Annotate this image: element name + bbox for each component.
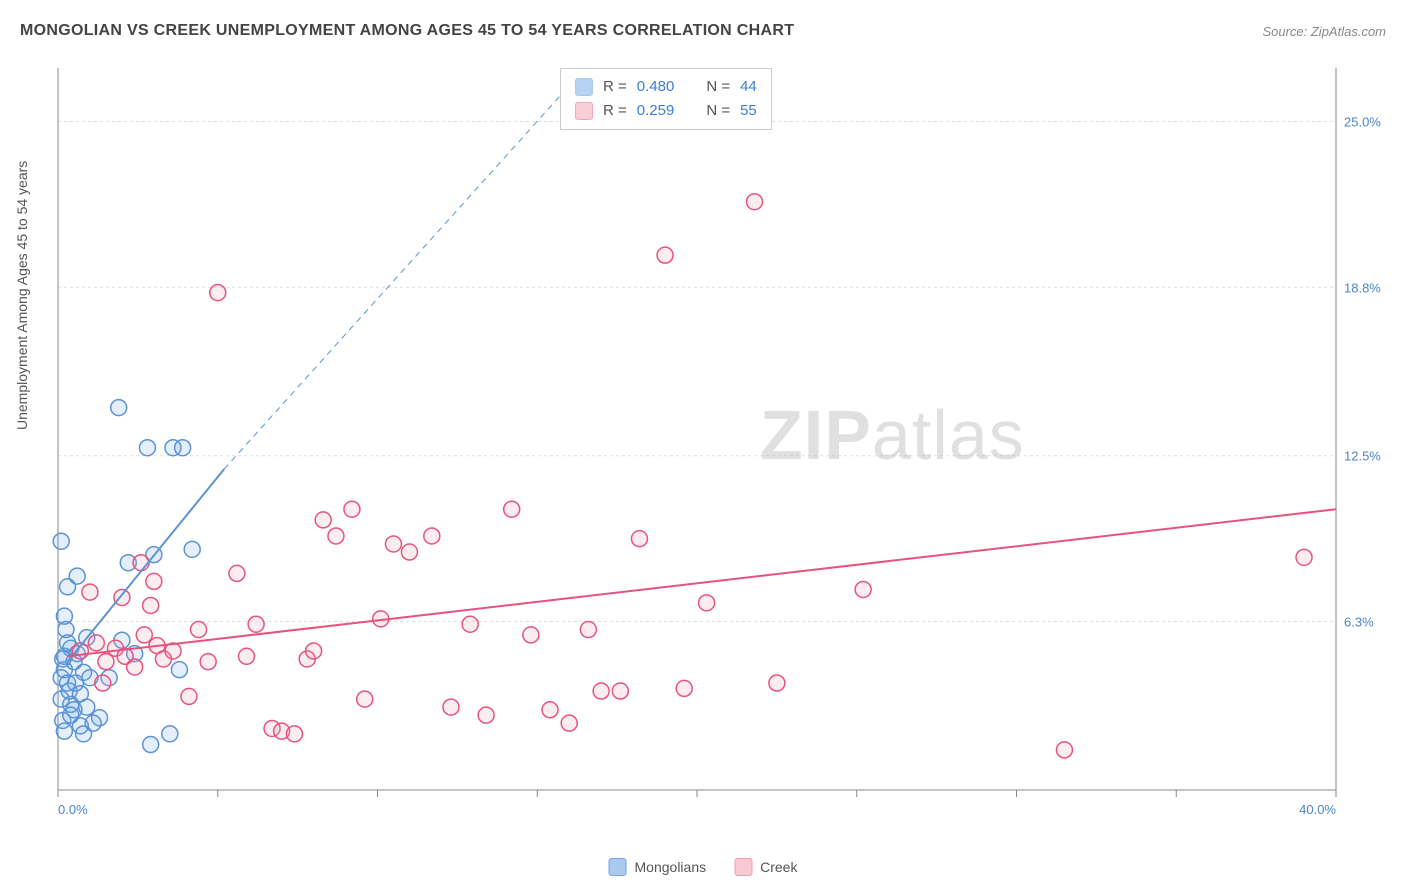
stats-row: R = 0.480 N = 44 (575, 75, 757, 99)
stats-r-value: 0.480 (637, 75, 675, 99)
y-axis-label: Unemployment Among Ages 45 to 54 years (14, 161, 30, 430)
chart-title: MONGOLIAN VS CREEK UNEMPLOYMENT AMONG AG… (20, 22, 794, 40)
svg-text:0.0%: 0.0% (58, 802, 88, 817)
source-label: Source: ZipAtlas.com (1262, 24, 1386, 39)
scatter-chart: 6.3% 12.5% 18.8% 25.0% 0.0% 40.0% (50, 60, 1386, 830)
svg-text:6.3%: 6.3% (1344, 615, 1374, 630)
legend-label: Mongolians (635, 859, 707, 875)
svg-text:40.0%: 40.0% (1299, 802, 1336, 817)
stats-n-value: 44 (740, 75, 757, 99)
svg-text:12.5%: 12.5% (1344, 449, 1381, 464)
legend-label: Creek (760, 859, 797, 875)
stats-n-label: N = (706, 99, 730, 123)
stats-n-label: N = (706, 75, 730, 99)
stats-swatch (575, 78, 593, 96)
svg-text:18.8%: 18.8% (1344, 280, 1381, 295)
stats-r-value: 0.259 (637, 99, 675, 123)
legend-item: Creek (734, 858, 797, 876)
svg-text:25.0%: 25.0% (1344, 114, 1381, 129)
stats-r-label: R = (603, 99, 627, 123)
stats-r-label: R = (603, 75, 627, 99)
chart-header: MONGOLIAN VS CREEK UNEMPLOYMENT AMONG AG… (20, 22, 1386, 40)
stats-swatch (575, 102, 593, 120)
plot-area: 6.3% 12.5% 18.8% 25.0% 0.0% 40.0% (50, 60, 1386, 830)
legend-swatch (734, 858, 752, 876)
legend-swatch (609, 858, 627, 876)
stats-row: R = 0.259 N = 55 (575, 99, 757, 123)
legend: Mongolians Creek (609, 858, 798, 876)
correlation-stats-box: R = 0.480 N = 44 R = 0.259 N = 55 (560, 68, 772, 130)
stats-n-value: 55 (740, 99, 757, 123)
legend-item: Mongolians (609, 858, 707, 876)
